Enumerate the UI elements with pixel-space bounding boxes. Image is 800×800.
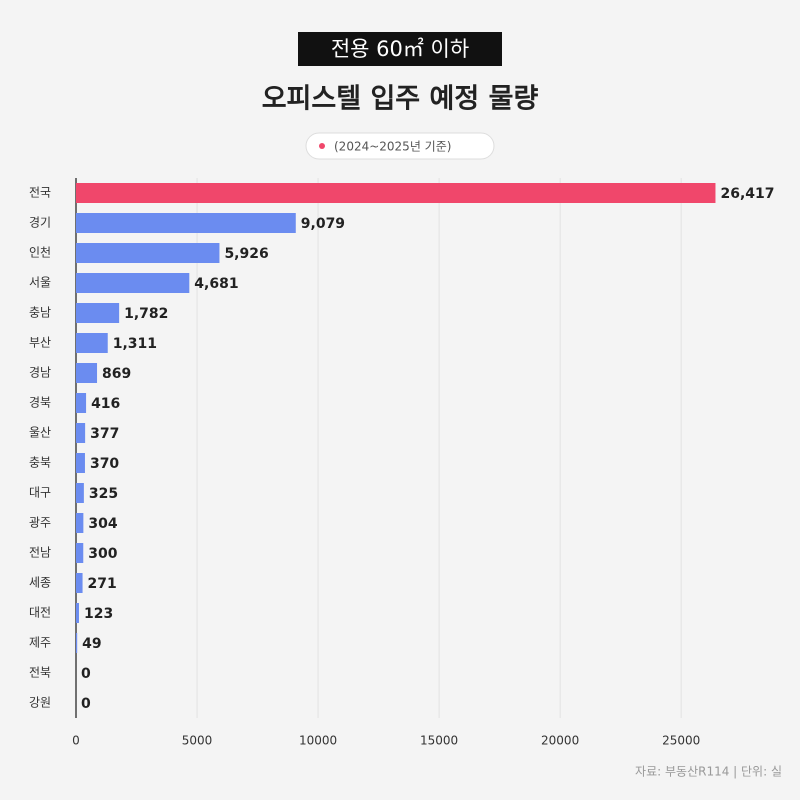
value-label: 377	[90, 426, 119, 442]
value-label: 4,681	[194, 276, 238, 292]
bar	[76, 363, 98, 383]
value-label: 1,782	[124, 306, 168, 322]
value-label: 300	[88, 546, 117, 562]
y-tick-label: 경북	[29, 396, 51, 410]
x-tick-label: 10000	[299, 734, 337, 748]
bar	[76, 573, 83, 593]
bar	[76, 183, 716, 203]
y-tick-label: 강원	[29, 696, 51, 710]
bar	[76, 453, 85, 473]
value-label: 416	[91, 396, 120, 412]
value-label: 869	[102, 366, 131, 382]
value-label: 325	[89, 486, 118, 502]
legend-label: (2024~2025년 기준)	[334, 140, 451, 154]
bar	[76, 213, 296, 233]
y-tick-label: 전국	[29, 186, 51, 200]
x-tick-label: 20000	[541, 734, 579, 748]
value-label: 370	[90, 456, 119, 472]
value-label: 123	[84, 606, 113, 622]
value-label: 0	[81, 696, 91, 712]
badge-box	[298, 32, 502, 66]
bar	[76, 513, 84, 533]
bar	[76, 603, 79, 623]
x-tick-label: 25000	[662, 734, 700, 748]
y-tick-label: 대전	[29, 606, 51, 620]
y-tick-label: 서울	[29, 276, 51, 290]
bar	[76, 543, 84, 563]
x-tick-label: 5000	[182, 734, 213, 748]
y-tick-label: 인천	[29, 245, 51, 260]
y-tick-label: 제주	[29, 636, 51, 650]
y-tick-label: 전북	[29, 666, 51, 680]
y-tick-label: 대구	[29, 486, 51, 500]
y-tick-label: 광주	[29, 516, 51, 530]
chart-title: 오피스텔 입주 예정 물량	[262, 84, 539, 115]
value-label: 49	[82, 636, 101, 652]
value-label: 304	[88, 516, 117, 532]
value-label: 271	[88, 576, 117, 592]
value-label: 26,417	[720, 186, 774, 202]
legend-marker	[319, 143, 325, 149]
bar	[76, 423, 86, 443]
badge: 전용 60㎡ 이하	[331, 37, 469, 61]
source-note: 자료: 부동산R114 | 단위: 실	[635, 765, 782, 779]
bar	[76, 483, 84, 503]
y-tick-label: 충남	[29, 306, 51, 320]
bar	[76, 303, 120, 323]
x-tick-label: 15000	[420, 734, 458, 748]
bar	[76, 393, 87, 413]
value-label: 5,926	[224, 246, 268, 262]
bar	[76, 333, 108, 353]
x-tick-label: 0	[72, 734, 80, 748]
y-tick-label: 부산	[29, 336, 51, 350]
y-tick-label: 경기	[29, 216, 51, 230]
bar	[76, 243, 220, 263]
value-label: 0	[81, 666, 91, 682]
bar	[76, 273, 190, 293]
y-tick-label: 경남	[29, 366, 51, 380]
legend-box	[305, 132, 495, 160]
y-tick-label: 울산	[29, 426, 51, 440]
y-tick-label: 충북	[29, 456, 51, 470]
y-tick-label: 전남	[29, 546, 51, 560]
value-label: 9,079	[301, 216, 345, 232]
y-tick-label: 세종	[29, 576, 51, 590]
bar	[76, 633, 78, 653]
value-label: 1,311	[113, 336, 157, 352]
